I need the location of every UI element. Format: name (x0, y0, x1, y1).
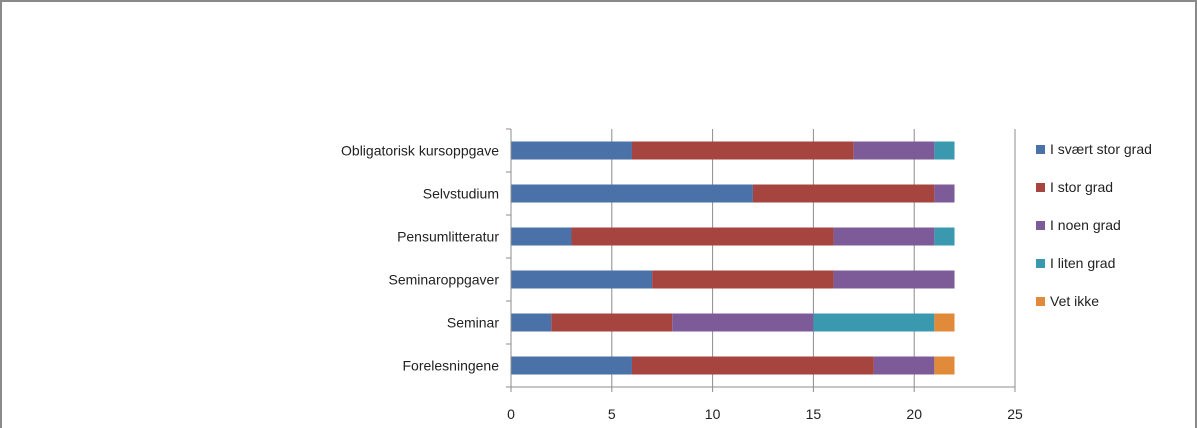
bar-segment-0-0 (511, 141, 632, 160)
legend-swatch (1036, 183, 1045, 192)
bar-segment-1-0 (511, 184, 753, 203)
legend-label: I liten grad (1050, 255, 1115, 271)
bar-segment-5-2 (873, 356, 935, 375)
legend-swatch (1036, 297, 1045, 306)
grid-lines (611, 129, 1016, 387)
bar-segment-2-3 (934, 227, 955, 246)
bar-segment-1-2 (934, 184, 955, 203)
bar-segment-4-0 (511, 313, 552, 332)
category-label: Forelesningene (402, 358, 499, 374)
bar-segment-4-3 (813, 313, 935, 332)
legend-label: I noen grad (1050, 217, 1121, 233)
x-tick-label: 15 (806, 406, 822, 422)
x-tick-label: 0 (507, 406, 515, 422)
axes (506, 128, 1016, 392)
x-tick-label: 5 (608, 406, 616, 422)
x-tick-label: 20 (906, 406, 922, 422)
category-label: Seminar (447, 315, 499, 331)
legend-label: I svært stor grad (1050, 141, 1152, 157)
bars (511, 141, 955, 375)
category-label: Pensumlitteratur (397, 229, 499, 245)
category-label: Obligatorisk kursoppgave (341, 143, 499, 159)
category-labels: Obligatorisk kursoppgave Selvstudium Pensu… (341, 143, 499, 374)
bar-segment-4-4 (934, 313, 955, 332)
bar-segment-0-2 (853, 141, 935, 160)
legend-swatch (1036, 221, 1045, 230)
bar-segment-0-3 (934, 141, 955, 160)
category-label: Seminaroppgaver (388, 272, 499, 288)
category-label: Selvstudium (423, 186, 499, 202)
legend-label: I stor grad (1050, 179, 1113, 195)
bar-segment-3-0 (511, 270, 653, 289)
legend-swatch (1036, 259, 1045, 268)
bar-segment-5-4 (934, 356, 955, 375)
bar-segment-0-1 (631, 141, 854, 160)
bar-segment-2-1 (571, 227, 834, 246)
bar-segment-1-1 (752, 184, 935, 203)
bar-segment-3-2 (833, 270, 955, 289)
bar-segment-5-1 (631, 356, 874, 375)
x-tick-label: 10 (705, 406, 721, 422)
x-tick-label: 25 (1007, 406, 1023, 422)
bar-segment-2-0 (511, 227, 572, 246)
legend-swatch (1036, 145, 1045, 154)
legend-label: Vet ikke (1050, 293, 1099, 309)
bar-segment-2-2 (833, 227, 935, 246)
bar-segment-4-2 (672, 313, 814, 332)
legend: I svært stor grad I stor grad I noen grad I… (1036, 141, 1152, 309)
bar-segment-4-1 (551, 313, 673, 332)
bar-segment-5-0 (511, 356, 632, 375)
bar-segment-3-1 (652, 270, 834, 289)
x-tick-labels: 0 5 10 15 20 25 (507, 406, 1023, 422)
